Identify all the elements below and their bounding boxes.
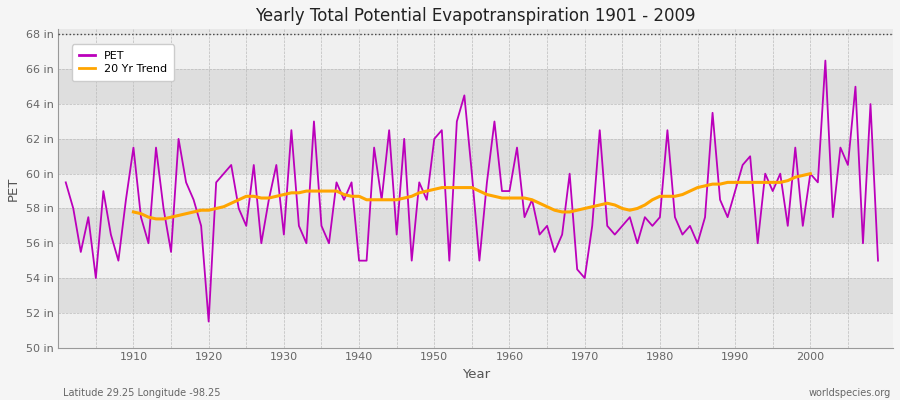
Bar [58,139,893,174]
Bar [58,174,893,208]
X-axis label: Year: Year [462,368,490,381]
Bar [58,208,893,243]
Text: Latitude 29.25 Longitude -98.25: Latitude 29.25 Longitude -98.25 [63,388,220,398]
Title: Yearly Total Potential Evapotranspiration 1901 - 2009: Yearly Total Potential Evapotranspiratio… [256,7,696,25]
Legend: PET, 20 Yr Trend: PET, 20 Yr Trend [72,44,175,81]
Bar [58,313,893,348]
Bar [58,34,893,69]
Y-axis label: PET: PET [7,176,20,201]
Bar [58,278,893,313]
Bar [58,243,893,278]
Text: worldspecies.org: worldspecies.org [809,388,891,398]
Bar [58,69,893,104]
Bar [58,104,893,139]
